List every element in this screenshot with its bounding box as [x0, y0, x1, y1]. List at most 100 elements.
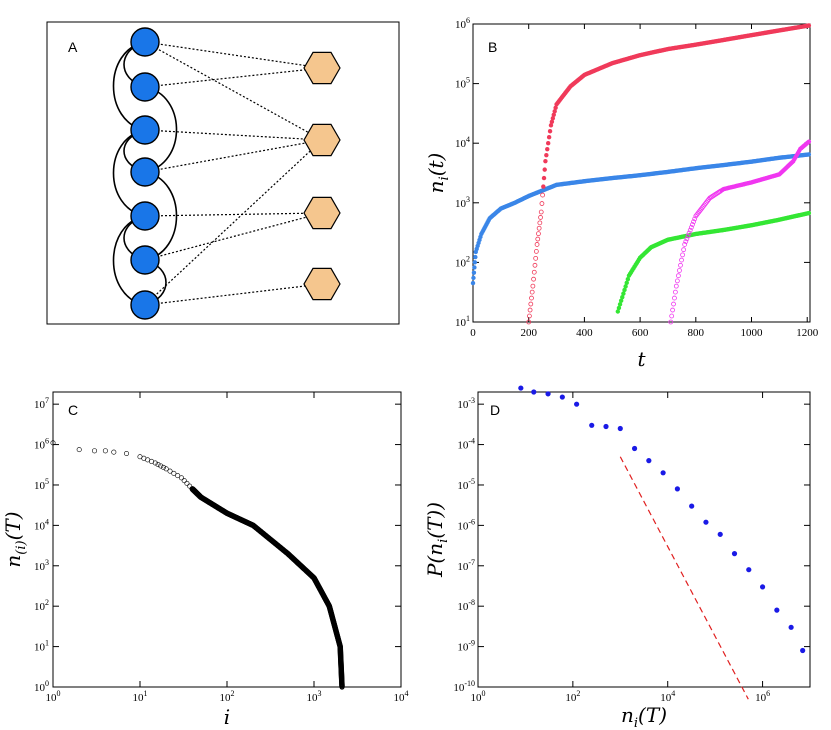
rank-point — [50, 440, 56, 446]
series-point — [616, 305, 622, 311]
panel-c-label: C — [68, 402, 78, 418]
series-point — [672, 295, 677, 301]
distribution-point — [518, 385, 524, 391]
distribution-point — [559, 394, 565, 400]
rank-point — [124, 451, 130, 457]
series-point — [531, 269, 537, 275]
node-hexagon — [303, 123, 341, 157]
series-point — [545, 141, 551, 146]
x-tick-label: 1200 — [796, 327, 819, 339]
y-tick-label: 106 — [455, 16, 470, 31]
rank-point — [92, 448, 98, 454]
series-point — [670, 307, 676, 313]
distribution-point — [617, 425, 623, 432]
series-point — [548, 123, 554, 128]
panel-a-label: A — [68, 39, 78, 55]
series-point — [806, 210, 812, 216]
series-point — [536, 231, 541, 237]
distribution-point — [746, 567, 752, 573]
series-point — [470, 280, 476, 286]
y-axis-label: n(i)(T) — [1, 511, 29, 567]
series-point — [538, 215, 543, 220]
series-point — [527, 307, 533, 313]
rank-point — [152, 460, 158, 466]
y-tick-label: 100 — [34, 679, 49, 694]
series-point — [617, 302, 623, 307]
series-point — [538, 209, 544, 215]
series-point — [685, 233, 691, 239]
node-circle — [130, 27, 160, 57]
series-point — [691, 219, 696, 225]
distribution-point — [674, 486, 680, 492]
series-point — [473, 254, 478, 260]
series-point — [530, 283, 536, 289]
series-point — [526, 319, 532, 325]
node-circle — [130, 245, 160, 275]
x-tick-label: 100 — [471, 689, 486, 704]
node-circle — [130, 72, 160, 102]
series-point — [684, 236, 690, 242]
distribution-point — [646, 458, 652, 464]
series-point — [542, 167, 547, 172]
series-point — [687, 227, 693, 233]
node-hexagon — [303, 267, 341, 301]
series-point — [547, 129, 553, 134]
y-tick-label: 10-7 — [457, 558, 475, 573]
y-tick-label: 104 — [455, 135, 470, 150]
y-tick-label: 105 — [455, 76, 470, 91]
node-hexagon — [303, 51, 341, 85]
y-tick-label: 105 — [34, 477, 49, 492]
y-tick-label: 101 — [455, 314, 470, 329]
series-point — [552, 109, 557, 114]
x-tick-label: 400 — [576, 327, 593, 339]
series-point — [618, 298, 624, 303]
series-point — [681, 247, 687, 253]
series-point — [686, 230, 692, 236]
series-point — [532, 262, 538, 268]
node-circle — [130, 157, 160, 187]
y-axis-label: ni(t) — [424, 153, 452, 194]
series-point — [550, 116, 556, 121]
series-point — [546, 135, 552, 140]
rank-point — [160, 464, 166, 470]
series-point — [535, 236, 541, 242]
y-tick-label: 10-4 — [457, 437, 475, 452]
series-point — [672, 289, 678, 295]
plot-frame — [472, 23, 811, 323]
x-tick-label: 600 — [632, 327, 649, 339]
panel-a: A — [46, 21, 400, 325]
y-tick-label: 104 — [34, 517, 49, 532]
x-tick-label: 100 — [46, 689, 61, 704]
series-point — [471, 275, 476, 281]
panel-a-frame — [46, 21, 400, 325]
distribution-point — [531, 389, 537, 395]
series-point — [541, 175, 547, 181]
distribution-point — [703, 519, 709, 525]
series-point — [615, 309, 621, 314]
x-axis-label: t — [637, 347, 646, 371]
bipartite-link — [144, 212, 323, 261]
x-axis-label: i — [224, 705, 230, 729]
distribution-point — [589, 422, 595, 428]
y-tick-label: 103 — [455, 195, 470, 210]
bipartite-link — [144, 67, 323, 88]
rank-point — [339, 684, 345, 690]
series-point — [625, 277, 631, 282]
x-tick-label: 1000 — [741, 327, 764, 339]
series-point — [472, 260, 478, 265]
x-tick-label: 102 — [220, 689, 235, 704]
series-point — [544, 152, 549, 158]
x-tick-label: 106 — [755, 689, 770, 704]
y-tick-label: 106 — [34, 437, 49, 452]
x-tick-label: 200 — [520, 327, 537, 339]
distribution-point — [631, 445, 638, 452]
distribution-point — [717, 531, 723, 537]
series-point — [673, 283, 679, 289]
series-point — [528, 301, 534, 307]
series-point — [671, 301, 676, 307]
panel-b-label: B — [488, 39, 497, 55]
series-point — [678, 262, 683, 268]
rank-point — [167, 468, 173, 474]
series-point — [533, 249, 539, 254]
